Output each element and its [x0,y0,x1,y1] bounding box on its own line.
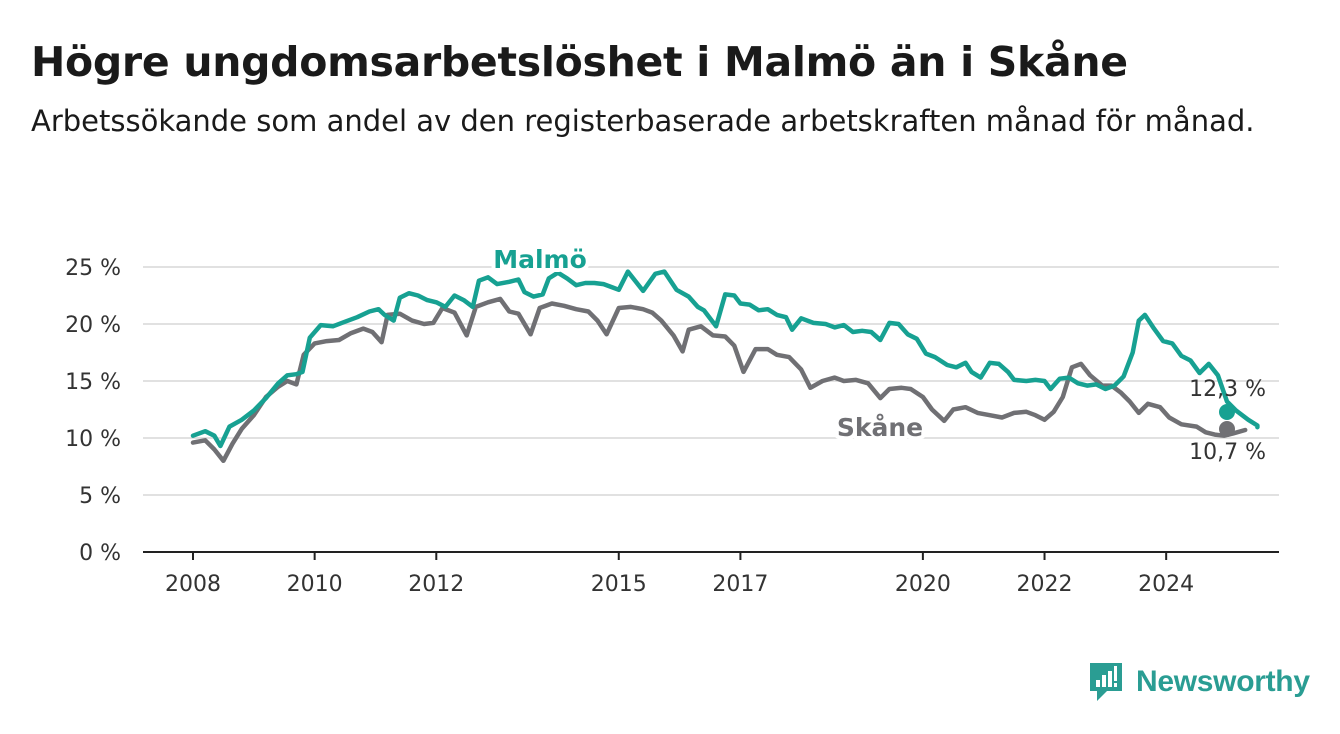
y-tick-label: 10 % [65,427,121,452]
x-tick-label: 2012 [408,572,464,597]
newsworthy-logo: Newsworthy [1088,660,1310,704]
series-line-skne [190,296,1248,464]
x-tick-label: 2017 [712,572,768,597]
y-tick-label: 25 % [65,256,121,281]
end-value-label: 10,7 % [1189,440,1266,465]
gridlines [143,266,1279,553]
x-tick-label: 2020 [895,572,951,597]
bar-chart-logo-icon [1090,663,1122,701]
x-tick-label: 2024 [1138,572,1194,597]
y-tick-label: 15 % [65,370,121,395]
chart-subtitle: Arbetssökande som andel av den registerb… [31,104,1255,138]
end-value-label: 12,3 % [1189,377,1266,402]
series-end-dot [1219,404,1235,420]
series-line-malm [190,269,1260,449]
y-tick-label: 20 % [65,313,121,338]
x-tick-label: 2008 [165,572,221,597]
chart-title: Högre ungdomsarbetslöshet i Malmö än i S… [31,38,1128,86]
series-name-label: Malmö [493,245,587,274]
y-tick-label: 5 % [79,484,121,509]
x-tick-label: 2015 [591,572,647,597]
x-tick-label: 2022 [1017,572,1073,597]
series-labels: 12,3 % 10,7 % Malmö Skåne [489,241,1266,465]
x-tick-label: 2010 [287,572,343,597]
brand-name: Newsworthy [1136,665,1310,698]
y-tick-label: 0 % [79,541,121,566]
series-lines [190,269,1260,464]
series-name-label: Skåne [837,413,923,442]
y-axis-ticks: 0 % 5 % 10 % 15 % 20 % 25 % [65,256,121,566]
series-end-dot [1219,421,1235,437]
x-axis-ticks: 2008 2010 2012 2015 2017 2020 2022 2024 [165,552,1194,597]
